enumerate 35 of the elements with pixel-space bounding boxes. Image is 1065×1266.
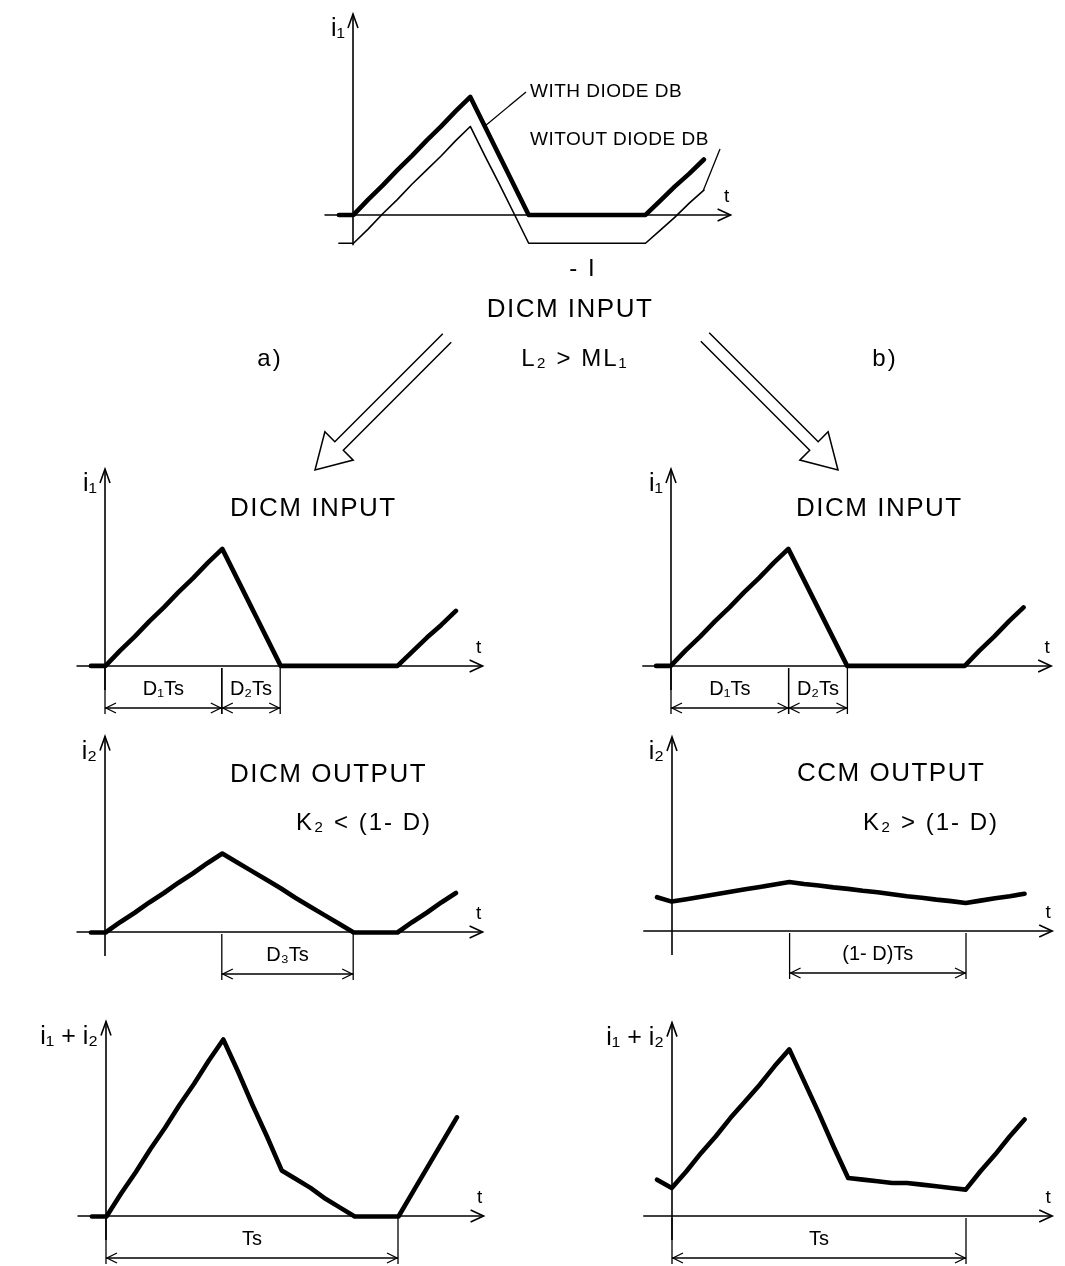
text: D₂Ts (796, 677, 840, 699)
text: WITOUT DIODE DB (530, 128, 709, 149)
text: a) (257, 344, 283, 371)
text: Ts (242, 1227, 262, 1249)
x-axis-title: t (475, 902, 482, 923)
text: K₂ < (1- D) (296, 808, 432, 835)
chart-title: DICM OUTPUT (230, 758, 428, 788)
y-axis-title: i₁ (331, 13, 345, 42)
x-axis-title: t (1045, 1186, 1052, 1207)
text: Ts (809, 1227, 829, 1249)
y-axis-title: i₁ + i₂ (40, 1020, 98, 1049)
y-axis-title: i₁ (649, 468, 663, 497)
text: D₂Ts (229, 677, 273, 699)
text: D₃Ts (266, 943, 309, 965)
chart-title: DICM INPUT (230, 492, 397, 522)
chart-title: DICM INPUT (796, 492, 963, 522)
y-axis-title: i₁ (83, 468, 97, 497)
text: D₁Ts (142, 677, 184, 699)
y-axis-title: i₁ + i₂ (606, 1021, 664, 1050)
text: D₁Ts (709, 677, 751, 699)
x-axis-title: t (475, 636, 482, 657)
y-axis-title: i₂ (81, 735, 97, 764)
x-axis-title: t (723, 185, 730, 206)
x-axis-title: t (1045, 901, 1052, 922)
x-axis-title: t (1044, 636, 1051, 657)
text: DICM INPUT (486, 293, 654, 323)
text: (1- D)Ts (842, 942, 914, 964)
chart-title: CCM OUTPUT (797, 757, 986, 787)
text: WITH DIODE DB (530, 80, 683, 101)
text: K₂ > (1- D) (863, 808, 999, 835)
y-axis-title: i₂ (648, 736, 664, 764)
annotation: - I (569, 254, 597, 282)
x-axis-title: t (476, 1186, 483, 1207)
text: b) (872, 344, 898, 371)
text: L₂ > ML₁ (521, 344, 629, 371)
